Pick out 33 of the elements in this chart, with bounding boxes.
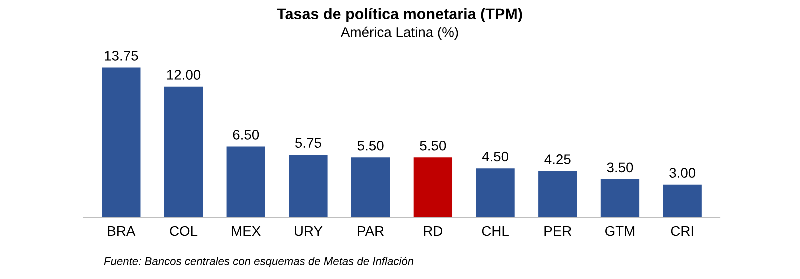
data-label: 13.75 (105, 51, 138, 61)
data-label: 4.50 (482, 152, 509, 162)
bar (663, 184, 702, 218)
bar (414, 158, 453, 218)
data-label: 5.50 (358, 140, 384, 151)
x-tick-label: PER (544, 226, 572, 236)
data-label: 3.00 (670, 168, 696, 178)
x-tick-label: RD (424, 226, 443, 236)
bar (226, 146, 266, 218)
x-tick-label: CRI (671, 226, 694, 236)
data-label: 4.25 (544, 154, 571, 164)
bar (102, 68, 141, 218)
data-label: 5.50 (420, 140, 446, 151)
source-note: Fuente: Bancos centrales con esquemas de Metas de Inflación (104, 257, 414, 268)
data-label: 3.50 (607, 162, 634, 173)
bar (164, 86, 204, 218)
bar (600, 179, 640, 218)
x-tick-label: GTM (606, 226, 635, 236)
x-tick-label: URY (295, 226, 323, 236)
x-tick-label: MEX (232, 226, 261, 236)
x-tick-label: PAR (358, 226, 384, 236)
bar (538, 171, 578, 218)
bar (351, 158, 390, 218)
chart-title: Tasas de política monetaria (TPM) (277, 8, 522, 23)
data-label: 6.50 (233, 130, 260, 140)
x-tick-label: CHL (482, 226, 509, 236)
data-label: 12.00 (167, 70, 201, 80)
bar (476, 168, 515, 218)
chart-subtitle: América Latina (%) (340, 26, 458, 40)
x-tick-label: COL (170, 226, 198, 236)
x-tick-label: BRA (108, 226, 136, 236)
data-label: 5.75 (296, 138, 322, 148)
bar (289, 154, 328, 218)
